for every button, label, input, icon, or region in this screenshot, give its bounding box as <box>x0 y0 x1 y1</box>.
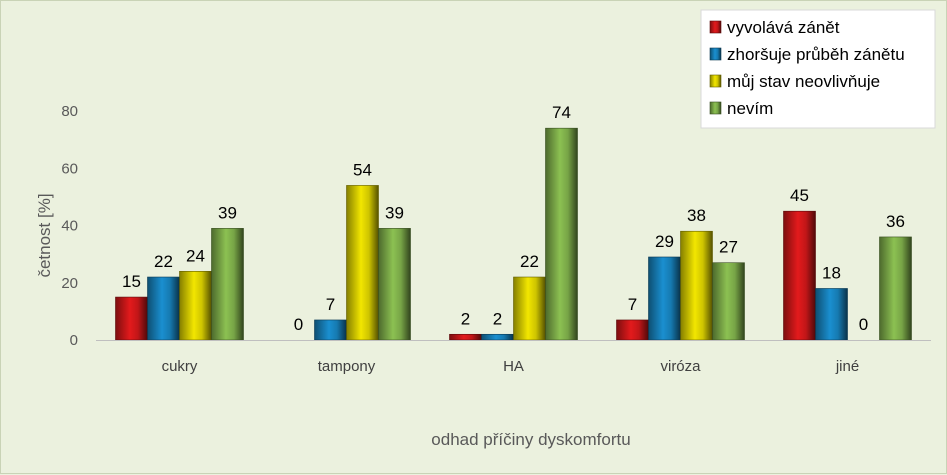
bar-1-1 <box>314 319 347 341</box>
x-tick-label: viróza <box>660 358 701 375</box>
y-tick-label: 40 <box>61 218 78 235</box>
bar-2-3 <box>545 127 578 341</box>
data-label: 0 <box>294 315 303 334</box>
data-label: 27 <box>719 238 738 257</box>
x-tick-label: cukry <box>162 358 198 375</box>
x-tick-label: jiné <box>835 358 859 375</box>
legend-swatch <box>709 20 722 34</box>
data-label: 39 <box>385 203 404 222</box>
bar-1-2 <box>346 185 379 341</box>
legend-swatch <box>709 74 722 88</box>
bar-1-3 <box>378 228 411 341</box>
bar-3-1 <box>648 256 681 341</box>
data-label: 45 <box>790 186 809 205</box>
data-label: 0 <box>859 315 868 334</box>
y-tick-label: 0 <box>70 332 78 349</box>
legend-box <box>700 9 936 129</box>
legend-label: můj stav neovlivňuje <box>727 72 880 91</box>
y-tick-label: 80 <box>61 103 78 120</box>
y-tick-label: 60 <box>61 160 78 177</box>
x-axis-category-labels: cukry tampony HA viróza jiné <box>162 358 860 375</box>
bar-2-1 <box>481 333 514 341</box>
bar-3-2 <box>680 230 713 341</box>
bar-marks <box>115 127 912 341</box>
legend-label: zhoršuje průběh zánětu <box>727 45 905 64</box>
bar-0-2 <box>179 270 212 341</box>
legend-swatch <box>709 47 722 61</box>
bar-0-0 <box>115 296 148 341</box>
bar-2-2 <box>513 276 546 341</box>
data-label: 29 <box>655 232 674 251</box>
data-label: 54 <box>353 160 372 179</box>
bar-2-0 <box>449 333 482 341</box>
data-label: 2 <box>461 309 470 328</box>
data-label: 2 <box>493 309 502 328</box>
data-label: 36 <box>886 212 905 231</box>
data-label: 18 <box>822 263 841 282</box>
data-label: 38 <box>687 206 706 225</box>
data-label: 24 <box>186 246 205 265</box>
bar-0-1 <box>147 276 180 341</box>
bar-0-3 <box>211 228 244 341</box>
x-tick-label: HA <box>503 358 524 375</box>
legend-swatch <box>709 101 722 115</box>
data-label: 22 <box>520 252 539 271</box>
data-label: 74 <box>552 103 571 122</box>
x-axis-title: odhad příčiny dyskomfortu <box>431 430 630 449</box>
bar-4-0 <box>783 210 816 341</box>
bar-4-1 <box>815 288 848 341</box>
data-label: 22 <box>154 252 173 271</box>
data-label: 15 <box>122 272 141 291</box>
x-tick-label: tampony <box>318 358 376 375</box>
legend-label: vyvolává zánět <box>727 18 840 37</box>
bar-3-3 <box>712 262 745 341</box>
legend: vyvolává zánět zhoršuje průběh zánětu můj … <box>700 9 936 129</box>
legend-label: nevím <box>727 99 773 118</box>
y-tick-label: 20 <box>61 275 78 292</box>
y-axis-ticks: 0 20 40 60 80 <box>61 103 78 349</box>
data-label: 7 <box>628 295 637 314</box>
data-label: 7 <box>326 295 335 314</box>
data-label: 39 <box>218 203 237 222</box>
y-axis-title: četnost [%] <box>35 193 54 277</box>
bar-4-3 <box>879 236 912 341</box>
bar-3-0 <box>616 319 649 341</box>
